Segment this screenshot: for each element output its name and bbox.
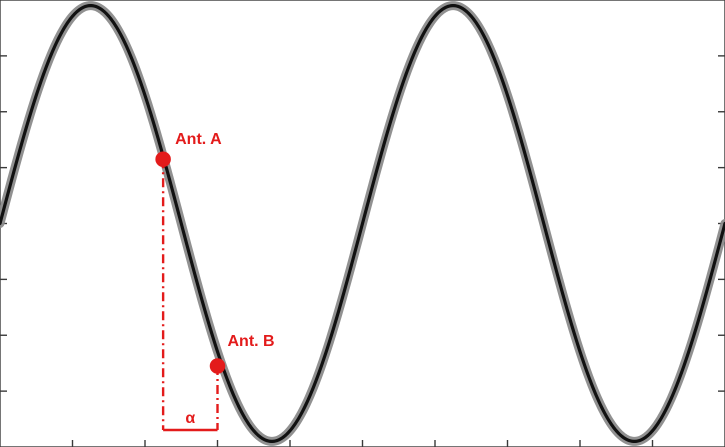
y-ticks-group: [0, 55, 725, 392]
alpha-label: α: [185, 410, 195, 427]
ant-a-label: Ant. A: [175, 131, 222, 148]
ant-a-marker: [155, 151, 171, 167]
wave-series-line: [0, 3, 725, 443]
annotation-group: Ant. A Ant. B α: [155, 131, 275, 432]
x-ticks-group: [71, 440, 654, 447]
ant-b-label: Ant. B: [228, 333, 275, 350]
ant-b-marker: [209, 358, 226, 374]
